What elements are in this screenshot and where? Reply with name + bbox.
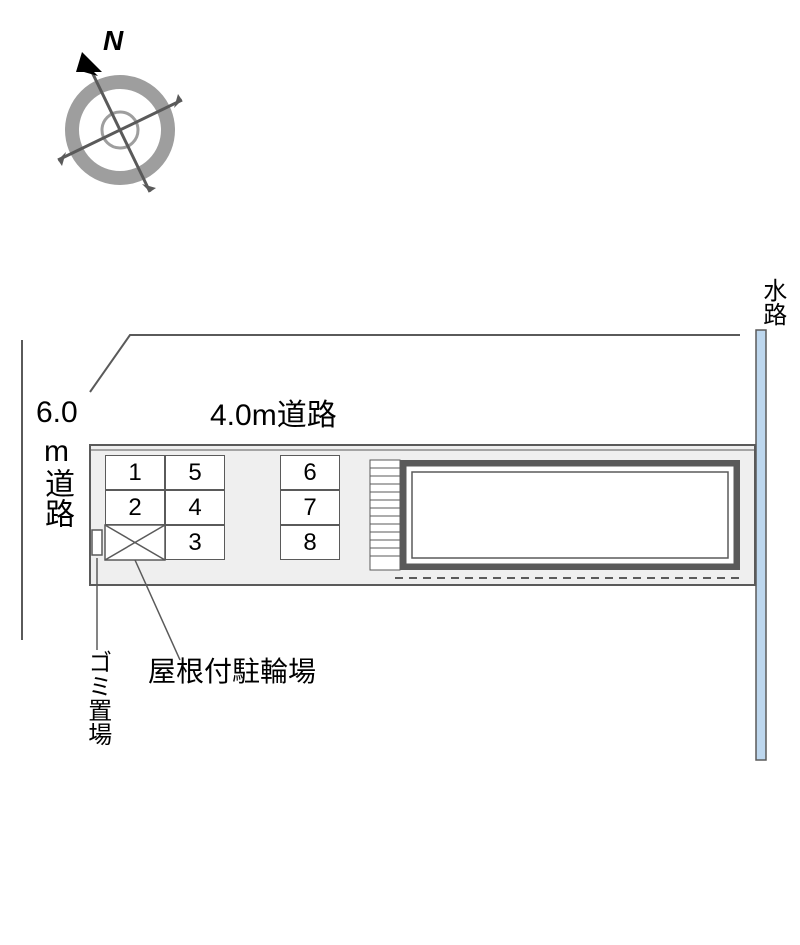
compass-icon [58,52,182,192]
bike-label: 屋根付駐輪場 [148,655,316,689]
parking-cell: 5 [165,455,225,490]
stairs-icon [370,460,400,570]
trash-area-box [92,530,102,555]
site-plan-diagram: N [0,0,800,940]
waterway-label: 水路 [757,278,786,326]
building-rect [400,460,740,570]
parking-cell: 8 [280,525,340,560]
road-left-num-label: 6.0 [36,395,78,431]
parking-cell: 6 [280,455,340,490]
trash-label: ゴミ置場 [82,650,111,746]
parking-cell: 3 [165,525,225,560]
north-label: N [103,25,124,56]
parking-cell: 7 [280,490,340,525]
road-top-line [90,335,740,392]
parking-cell: 4 [165,490,225,525]
waterway-rect [756,330,766,760]
road-top-label: 4.0m道路 [210,398,337,434]
parking-cell: 2 [105,490,165,525]
parking-cell: 1 [105,455,165,490]
road-left-unit-label: m道路 [38,435,74,528]
bike-parking-box [105,525,165,560]
